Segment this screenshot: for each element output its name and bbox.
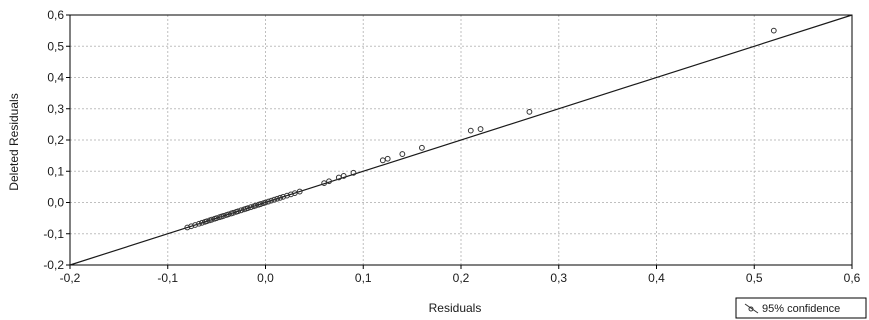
data-point: [280, 193, 286, 200]
y-tick-label: 0,3: [47, 102, 64, 116]
x-tick-label: 0,6: [844, 271, 861, 285]
data-point: [350, 169, 357, 176]
data-point: [238, 207, 244, 214]
x-axis-title: Residuals: [429, 301, 482, 315]
data-point: [274, 195, 281, 202]
data-point: [296, 188, 303, 195]
x-tick-label: 0,5: [746, 271, 763, 285]
x-tick-label: 0,4: [648, 271, 665, 285]
legend: 95% confidence: [735, 297, 867, 319]
data-point: [252, 202, 259, 209]
grid-lines: [70, 15, 852, 265]
data-point: [284, 192, 290, 199]
data-point: [257, 201, 264, 207]
data-point: [247, 204, 254, 211]
data-point: [467, 127, 474, 134]
data-point: [184, 224, 191, 231]
data-point: [199, 219, 205, 226]
data-point: [340, 173, 347, 179]
data-point: [203, 218, 210, 225]
data-point: [192, 222, 199, 228]
y-tick-label: 0,2: [47, 133, 64, 147]
x-tick-label: -0,2: [60, 271, 81, 285]
data-point: [245, 205, 251, 212]
data-point: [265, 198, 272, 205]
data-point: [230, 209, 237, 216]
y-tick-label: -0,2: [43, 258, 64, 272]
y-tick-label: 0,1: [47, 164, 64, 178]
data-point: [188, 223, 195, 230]
data-point: [277, 194, 284, 201]
data-point: [288, 191, 294, 198]
data-point: [220, 213, 227, 219]
regression-line: [69, 14, 853, 266]
data-points: [184, 27, 777, 231]
data-point: [321, 180, 328, 187]
data-point: [384, 155, 391, 162]
data-point: [262, 199, 269, 206]
x-tick-label: 0,1: [355, 271, 372, 285]
y-tick-label: 0,6: [47, 8, 64, 22]
data-point: [399, 151, 406, 157]
data-point: [225, 211, 232, 218]
data-point: [268, 197, 275, 204]
data-point: [335, 174, 342, 181]
data-point: [379, 157, 386, 164]
y-tick-label: 0,5: [47, 39, 64, 53]
regression-line-group: [69, 14, 853, 266]
legend-box: [735, 297, 867, 319]
legend-point-icon: [748, 306, 754, 312]
x-tick-label: -0,1: [157, 271, 178, 285]
data-point: [196, 220, 202, 227]
y-axis-title: Deleted Residuals: [7, 93, 21, 190]
data-point: [208, 216, 215, 223]
data-point: [235, 208, 242, 215]
x-axis-ticks: -0,2 -0,1 0,0 0,1 0,2 0,3 0,4 0,5 0,6: [60, 265, 861, 285]
data-point: [326, 178, 332, 185]
data-point: [291, 190, 298, 197]
x-tick-label: 0,0: [257, 271, 274, 285]
data-point: [271, 196, 278, 203]
y-tick-label: 0,4: [47, 71, 64, 85]
legend-label: 95% confidence: [762, 303, 840, 315]
x-tick-label: 0,2: [453, 271, 470, 285]
y-axis-ticks: -0,2 -0,1 0,0 0,1 0,2 0,3 0,4 0,5 0,6: [43, 8, 70, 272]
data-point: [419, 144, 425, 151]
data-point: [213, 215, 220, 222]
data-point: [477, 126, 484, 132]
y-tick-label: 0,0: [47, 196, 64, 210]
data-point: [770, 27, 777, 34]
legend-line-icon: [744, 303, 759, 314]
x-tick-label: 0,3: [550, 271, 567, 285]
y-tick-label: -0,1: [43, 227, 64, 241]
data-point: [526, 108, 533, 115]
